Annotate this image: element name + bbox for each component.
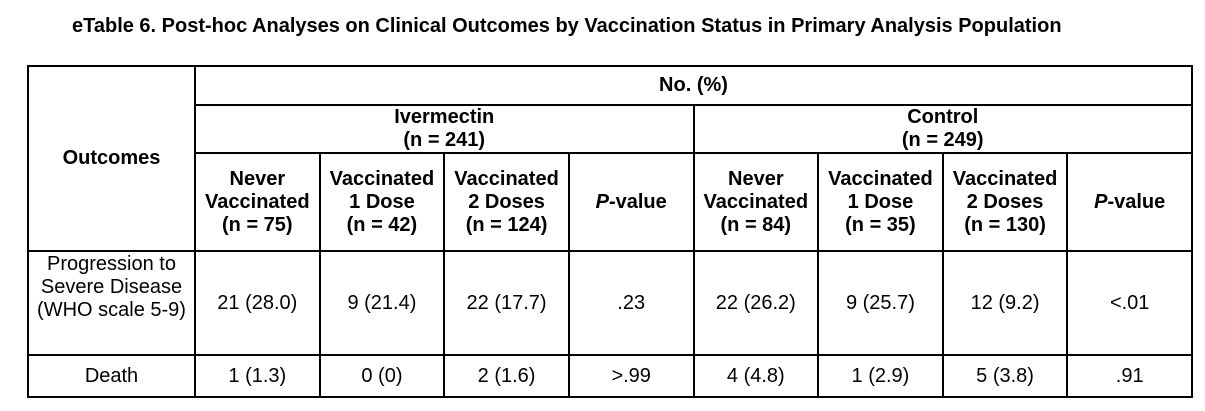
- data-cell-ivm-pvalue: >.99: [567, 354, 695, 398]
- header-row-groups: Ivermectin (n = 241) Control (n = 249): [28, 104, 1193, 154]
- col-header-n: (n = 75): [222, 213, 293, 236]
- outcomes-corner-header: Outcomes: [27, 65, 196, 252]
- outcomes-table: Outcomes No. (%) Ivermectin (n = 241) Co…: [27, 65, 1193, 398]
- data-cell-ctl-pvalue: <.01: [1066, 250, 1193, 356]
- col-header-n: (n = 124): [465, 213, 548, 236]
- col-header-ivm-1-dose: Vaccinated 1 Dose (n = 42): [318, 152, 446, 252]
- data-cell-ctl-2doses: 12 (9.2): [941, 250, 1069, 356]
- col-header-label: Vaccinated 1 Dose: [828, 167, 933, 213]
- table-row-progression: Progression to Severe Disease (WHO scale…: [27, 250, 1193, 356]
- data-cell-ivm-1dose: 9 (21.4): [318, 250, 446, 356]
- table-row-death: Death 1 (1.3) 0 (0) 2 (1.6) >.99 4 (4.8)…: [27, 354, 1193, 398]
- header-row-columns: Never Vaccinated (n = 75) Vaccinated 1 D…: [28, 152, 1193, 252]
- pvalue-italic-p: P: [1094, 190, 1108, 213]
- col-header-ivm-2-doses: Vaccinated 2 Doses (n = 124): [443, 152, 570, 252]
- col-header-ivm-pvalue: P-value: [567, 152, 695, 252]
- data-cell-ctl-2doses: 5 (3.8): [941, 354, 1069, 398]
- data-cell-ivm-never: 1 (1.3): [194, 354, 321, 398]
- col-header-ctl-1-dose: Vaccinated 1 Dose (n = 35): [817, 152, 944, 252]
- col-header-n: (n = 130): [964, 213, 1046, 236]
- group-n: (n = 241): [403, 129, 486, 151]
- col-header-n: (n = 42): [346, 213, 418, 236]
- col-header-ctl-pvalue: P-value: [1066, 152, 1193, 252]
- pvalue-rest: -value: [608, 190, 667, 213]
- header-row-count: Outcomes No. (%): [27, 65, 1193, 252]
- page-title: eTable 6. Post-hoc Analyses on Clinical …: [72, 15, 1062, 37]
- col-header-label: Never Vaccinated: [205, 167, 310, 213]
- col-header-ivm-never-vaccinated: Never Vaccinated (n = 75): [194, 152, 321, 252]
- col-header-n: (n = 35): [845, 213, 916, 236]
- data-cell-ivm-2doses: 22 (17.7): [443, 250, 570, 356]
- col-header-label: Vaccinated 2 Doses: [952, 167, 1058, 213]
- row-label-death: Death: [27, 354, 196, 398]
- data-cell-ctl-1dose: 9 (25.7): [817, 250, 944, 356]
- group-name: Ivermectin: [394, 106, 495, 128]
- col-header-label: Vaccinated 2 Doses: [454, 167, 559, 213]
- data-cell-ivm-never: 21 (28.0): [194, 250, 321, 356]
- data-cell-ivm-1dose: 0 (0): [318, 354, 446, 398]
- col-header-label: Never Vaccinated: [703, 167, 809, 213]
- pvalue-italic-p: P: [595, 190, 609, 213]
- group-n: (n = 249): [901, 129, 984, 151]
- data-cell-ctl-never: 22 (26.2): [692, 250, 820, 356]
- row-label-progression: Progression to Severe Disease (WHO scale…: [27, 250, 196, 356]
- group-name: Control: [907, 106, 979, 128]
- data-cell-ctl-1dose: 1 (2.9): [817, 354, 944, 398]
- pvalue-rest: -value: [1107, 190, 1166, 213]
- data-cell-ctl-never: 4 (4.8): [692, 354, 820, 398]
- data-cell-ivm-pvalue: .23: [567, 250, 695, 356]
- col-header-ctl-2-doses: Vaccinated 2 Doses (n = 130): [941, 152, 1069, 252]
- col-header-n: (n = 84): [720, 213, 792, 236]
- no-pct-header: No. (%): [194, 65, 1193, 106]
- data-cell-ivm-2doses: 2 (1.6): [443, 354, 570, 398]
- col-header-ctl-never-vaccinated: Never Vaccinated (n = 84): [692, 152, 820, 252]
- group-header-control: Control (n = 249): [692, 104, 1193, 154]
- data-cell-ctl-pvalue: .91: [1066, 354, 1193, 398]
- col-header-label: Vaccinated 1 Dose: [329, 167, 435, 213]
- group-header-ivermectin: Ivermectin (n = 241): [194, 104, 695, 154]
